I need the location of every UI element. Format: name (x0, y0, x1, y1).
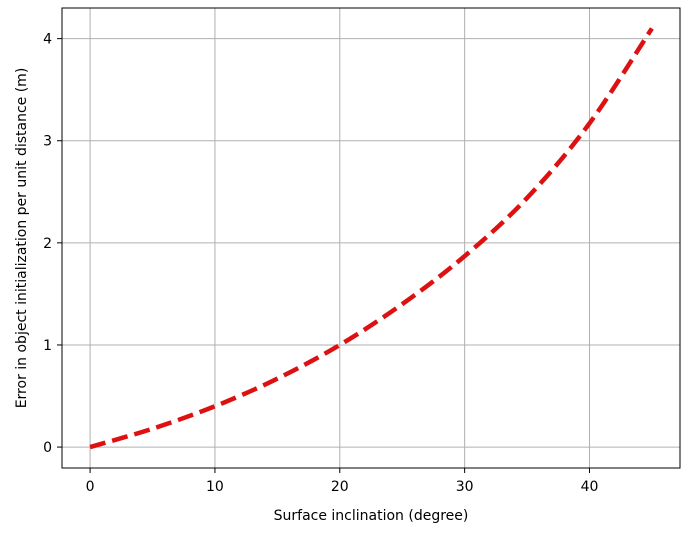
y-tick-label: 3 (43, 134, 52, 150)
y-axis-label: Error in object initialization per unit … (14, 68, 30, 409)
series-layer (89, 27, 654, 450)
y-tick-label: 2 (43, 236, 52, 252)
ticks: 0 10 20 30 40 0 1 2 3 4 (43, 32, 598, 495)
x-tick-label: 0 (86, 479, 95, 495)
series-line (89, 27, 654, 450)
x-tick-label: 20 (331, 479, 349, 495)
grid (62, 8, 680, 468)
plot-area-frame (61, 7, 681, 469)
y-tick-label: 1 (43, 338, 52, 354)
x-axis-label: Surface inclination (degree) (274, 508, 469, 524)
x-tick-label: 30 (456, 479, 474, 495)
x-tick-label: 40 (581, 479, 599, 495)
x-tick-label: 10 (206, 479, 224, 495)
y-tick-label: 0 (43, 440, 52, 456)
y-tick-label: 4 (43, 32, 52, 48)
